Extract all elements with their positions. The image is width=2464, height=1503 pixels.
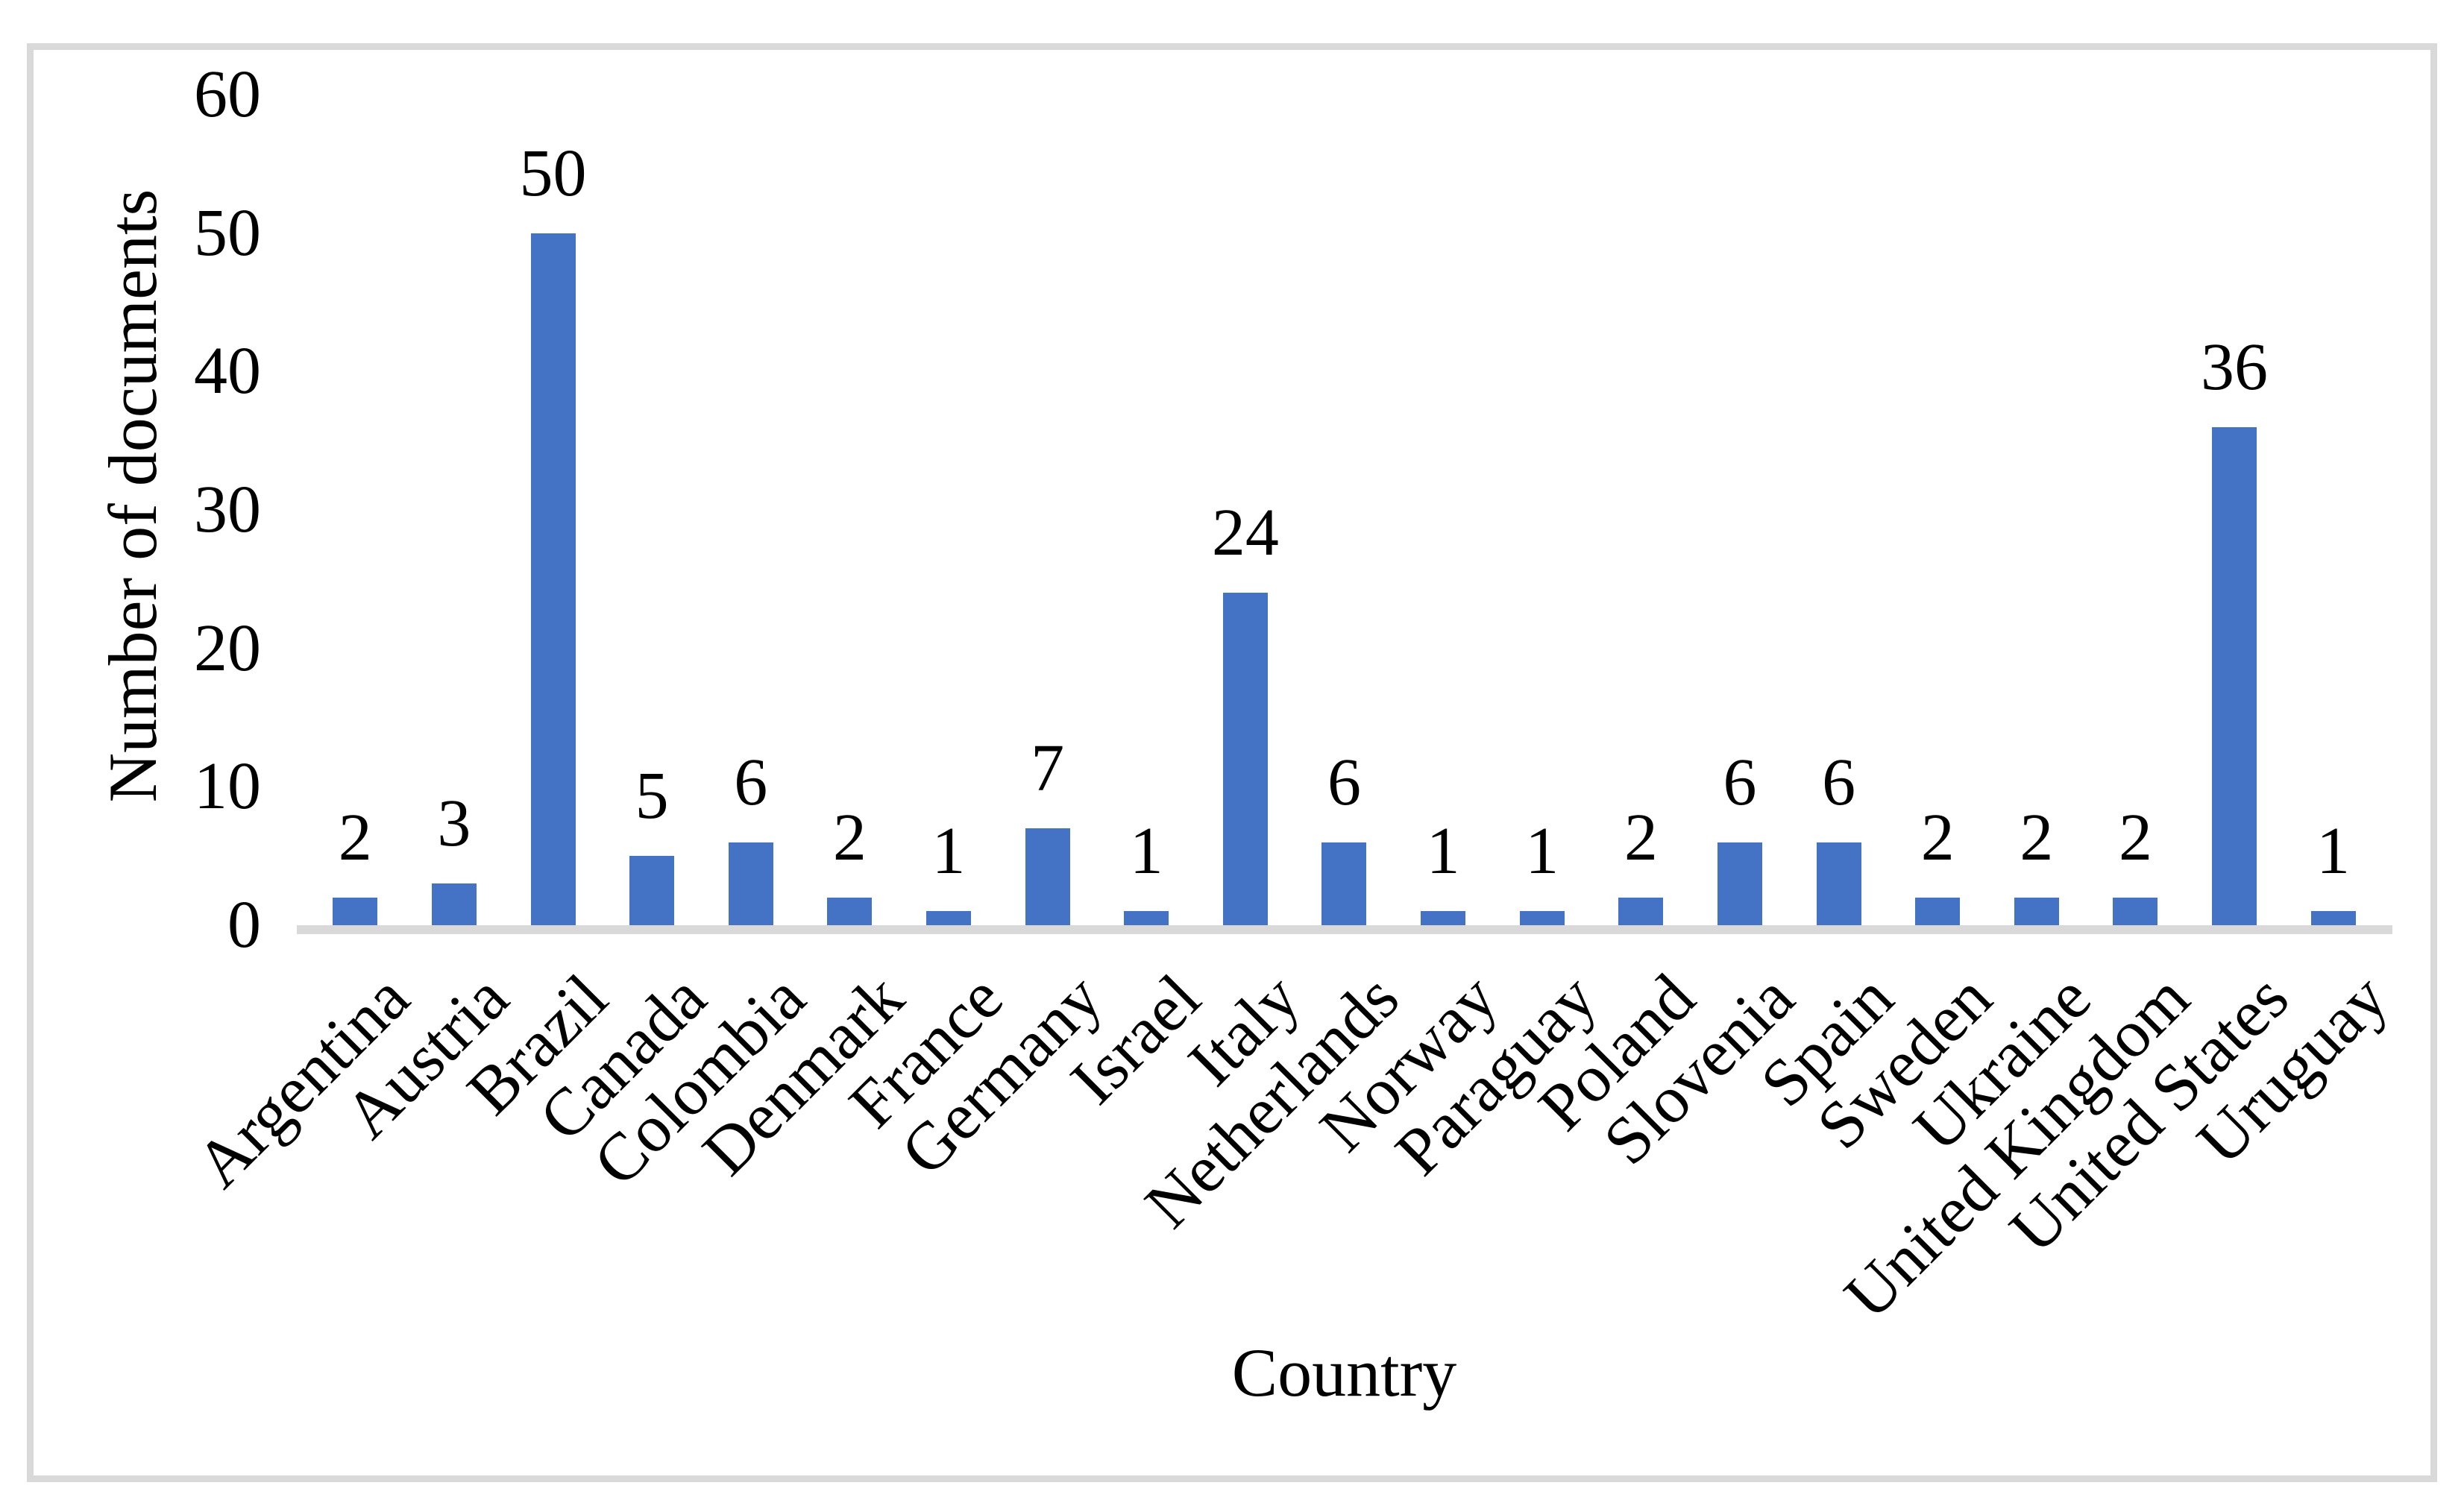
bar	[431, 883, 477, 925]
bar-value-label: 1	[1129, 814, 1163, 889]
y-tick-label: 60	[194, 57, 261, 131]
bar-value-label: 2	[1920, 800, 1955, 875]
bar-value-label: 2	[2118, 800, 2152, 875]
bar-slot: 50	[503, 95, 603, 925]
bar	[629, 856, 675, 925]
bar	[2212, 426, 2257, 925]
bar	[1519, 911, 1565, 925]
bar-slot: 2	[2086, 95, 2185, 925]
y-tick-label: 40	[194, 334, 261, 409]
bar-slot: 2	[1987, 95, 2087, 925]
bar-value-label: 2	[1624, 800, 1658, 875]
bar-slot: 1	[2284, 95, 2383, 925]
bar-slot: 1	[899, 95, 999, 925]
y-tick-label: 10	[194, 749, 261, 824]
bar	[1618, 897, 1664, 925]
bar	[1321, 842, 1367, 925]
bar-value-label: 6	[1327, 745, 1361, 819]
bar-value-label: 1	[931, 814, 966, 889]
y-tick-label: 30	[194, 473, 261, 546]
bar-slot: 2	[800, 95, 899, 925]
bar-value-label: 2	[338, 800, 372, 875]
bar	[333, 897, 378, 925]
bar-slot: 6	[1789, 95, 1888, 925]
bar-slot: 2	[1888, 95, 1987, 925]
bar	[1915, 897, 1961, 925]
bar	[1816, 842, 1861, 925]
bar-value-label: 3	[437, 787, 471, 861]
bar-slot: 24	[1196, 95, 1295, 925]
bar-slot: 3	[405, 95, 504, 925]
bar-value-label: 50	[519, 136, 587, 210]
x-axis-title: Country	[1231, 1335, 1457, 1411]
bar-value-label: 6	[734, 745, 768, 819]
bar	[1124, 911, 1169, 925]
bar-slot: 1	[1394, 95, 1493, 925]
bar-slot: 5	[603, 95, 702, 925]
bar-value-label: 6	[1723, 745, 1757, 819]
bar	[827, 897, 873, 925]
bar-value-label: 7	[1031, 731, 1065, 806]
bar-value-label: 2	[2020, 800, 2054, 875]
bar-value-label: 1	[1426, 814, 1460, 889]
bar-slot: 36	[2185, 95, 2284, 925]
bar	[1421, 911, 1466, 925]
bar	[728, 842, 773, 925]
bar-slot: 6	[701, 95, 800, 925]
bar-slot: 7	[998, 95, 1097, 925]
bar	[1717, 842, 1762, 925]
bar-slot: 1	[1097, 95, 1196, 925]
bar-value-label: 1	[1525, 814, 1559, 889]
y-tick-label: 50	[194, 195, 261, 270]
bar	[2113, 897, 2158, 925]
bar	[2014, 897, 2059, 925]
bar-slot: 6	[1691, 95, 1790, 925]
bar-value-label: 24	[1211, 496, 1279, 570]
bar-slot: 2	[1591, 95, 1691, 925]
bar	[926, 911, 971, 925]
bar-value-label: 1	[2316, 814, 2351, 889]
bar-slot: 6	[1295, 95, 1394, 925]
bar-value-label: 5	[635, 759, 669, 834]
bar-value-label: 2	[832, 800, 867, 875]
bar	[1222, 593, 1268, 925]
bar-slot: 2	[306, 95, 405, 925]
bar-value-label: 36	[2201, 330, 2269, 404]
x-axis-line	[297, 925, 2392, 934]
bar	[1025, 828, 1070, 925]
y-tick-label: 0	[227, 888, 261, 962]
bar	[2310, 911, 2356, 925]
bar-value-label: 6	[1822, 745, 1856, 819]
bar-slot: 1	[1492, 95, 1591, 925]
y-tick-label: 20	[194, 611, 261, 685]
bar	[530, 233, 576, 925]
